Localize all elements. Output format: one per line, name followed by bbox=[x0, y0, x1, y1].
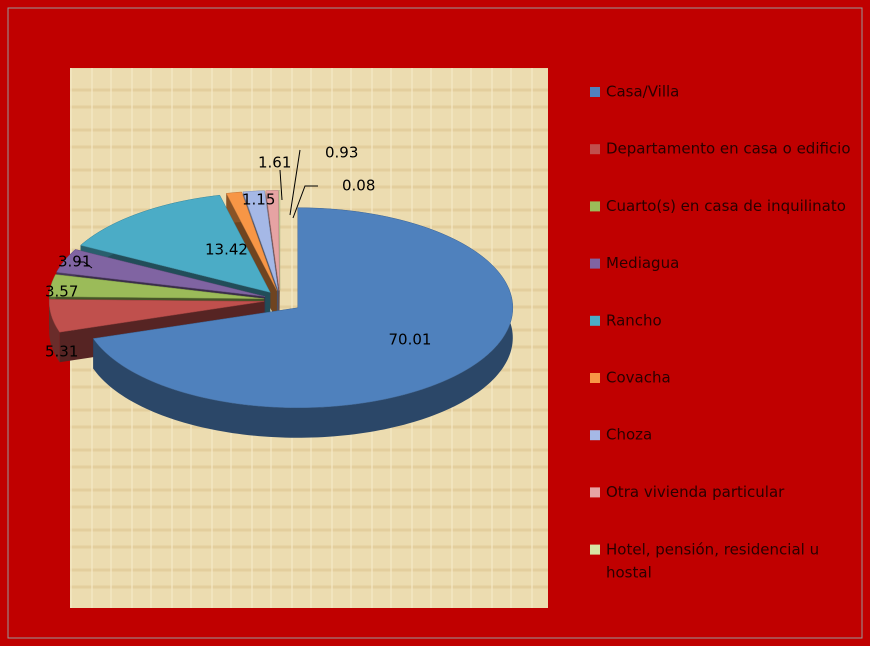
legend-label: Covacha bbox=[606, 369, 671, 387]
legend-label: Choza bbox=[606, 426, 652, 444]
legend-swatch bbox=[590, 144, 600, 155]
slice bbox=[56, 249, 266, 297]
legend-label: Otra vivienda particular bbox=[606, 483, 785, 501]
legend: Casa/Villa Departamento en casa o edifici… bbox=[590, 83, 851, 581]
data-label: 3.91 bbox=[58, 253, 91, 271]
legend-swatch bbox=[590, 487, 600, 498]
pie bbox=[48, 190, 514, 438]
data-label: 0.08 bbox=[342, 177, 375, 195]
legend-label: Casa/Villa bbox=[606, 83, 679, 101]
slice bbox=[242, 190, 279, 291]
legend-label: Cuarto(s) en casa de inquilinato bbox=[606, 197, 846, 215]
slice bbox=[80, 194, 271, 293]
leader-line bbox=[279, 169, 283, 201]
data-label: 1.15 bbox=[242, 191, 275, 209]
data-label: 13.42 bbox=[205, 241, 248, 259]
legend-swatch bbox=[590, 315, 600, 326]
data-label: 0.93 bbox=[325, 144, 358, 162]
legend-swatch bbox=[590, 258, 600, 269]
slice bbox=[48, 274, 265, 299]
data-label: 70.01 bbox=[389, 331, 432, 349]
data-label: 1.61 bbox=[258, 154, 291, 172]
legend-label: Hotel, pensión, residencial u hostal bbox=[606, 540, 819, 581]
labels: 70.01 5.31 3.57 3.91 13.42 1.15 1.61 0.93 0.08 bbox=[45, 144, 431, 361]
slice bbox=[265, 190, 280, 291]
slice bbox=[225, 191, 278, 291]
legend-swatch bbox=[590, 373, 600, 383]
legend-swatch bbox=[590, 544, 600, 555]
slice bbox=[48, 299, 265, 333]
legend-swatch bbox=[590, 201, 600, 212]
legend-swatch bbox=[590, 430, 600, 441]
legend-label: Departamento en casa o edificio bbox=[606, 140, 851, 158]
data-label: 3.57 bbox=[45, 283, 78, 301]
legend-label: Mediagua bbox=[606, 254, 679, 272]
slice bbox=[92, 207, 514, 409]
legend-swatch bbox=[590, 87, 600, 97]
leader-line bbox=[292, 185, 318, 219]
leader-line bbox=[75, 261, 93, 269]
slice-side bbox=[49, 299, 60, 363]
leader-line bbox=[289, 149, 301, 216]
legend-label: Rancho bbox=[606, 311, 662, 329]
frame bbox=[7, 7, 863, 639]
slice bbox=[278, 190, 281, 291]
data-label: 5.31 bbox=[45, 343, 78, 361]
